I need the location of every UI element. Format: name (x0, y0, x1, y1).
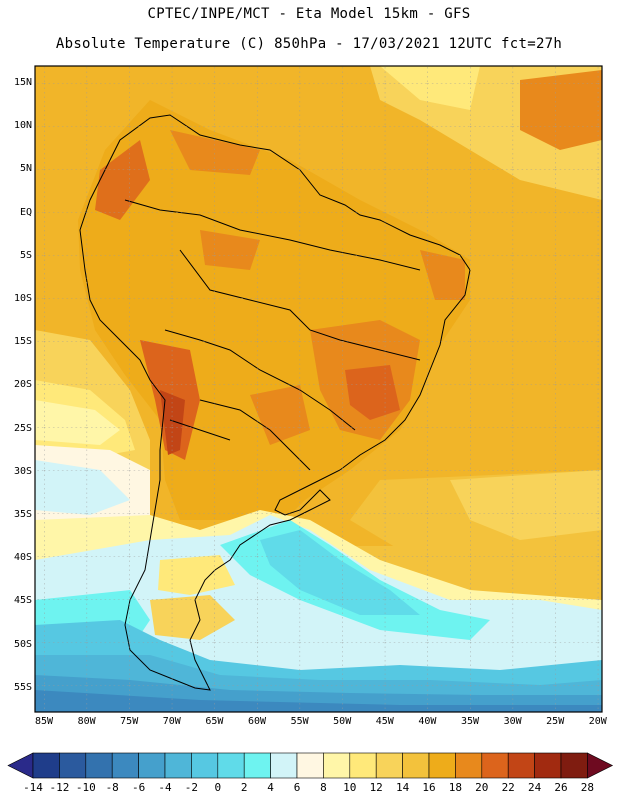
longitude-label: 20W (588, 716, 607, 727)
colorbar-swatch (402, 752, 430, 779)
graticule (35, 66, 602, 712)
colorbar-label: 0 (214, 781, 222, 794)
latitude-label: 40S (13, 552, 32, 564)
colorbar-label: -4 (158, 781, 172, 794)
colorbar-swatch (375, 752, 403, 779)
colorbar-label: -14 (23, 781, 43, 794)
colorbar-swatch (270, 752, 298, 779)
colorbar-label: 24 (527, 781, 542, 794)
longitude-label: 75W (120, 716, 139, 727)
longitude-label: 50W (333, 716, 352, 727)
colorbar-label: 22 (501, 781, 515, 794)
longitude-label: 70W (162, 716, 181, 727)
latitude-label: 5S (19, 249, 32, 261)
colorbar-label: 16 (422, 781, 436, 794)
latitude-label: 25S (13, 422, 32, 434)
colorbar-swatch (217, 752, 245, 779)
colorbar-swatch (560, 752, 588, 779)
colorbar-swatch (243, 752, 271, 779)
colorbar-swatch (507, 752, 535, 779)
latitude-label: 45S (13, 595, 32, 607)
colorbar-swatch (59, 752, 87, 779)
colorbar-label: 2 (240, 781, 248, 794)
longitude-label: 45W (375, 716, 394, 727)
latitude-label: EQ (19, 206, 32, 218)
map-frame (34, 65, 603, 713)
colorbar-label: 20 (475, 781, 489, 794)
colorbar-label: 12 (369, 781, 383, 794)
colorbar-label: -8 (105, 781, 119, 794)
longitude-label: 25W (546, 716, 565, 727)
colorbar-swatch (164, 752, 192, 779)
colorbar-high-cap (587, 752, 614, 779)
latitude-label: 15S (13, 336, 32, 348)
colorbar-swatch (323, 752, 351, 779)
latitude-label: 15N (13, 77, 32, 88)
colorbar-swatch (32, 752, 60, 779)
colorbar-swatch (455, 752, 483, 779)
colorbar-low-cap (7, 752, 34, 779)
colorbar-swatch (296, 752, 324, 779)
longitude-label: 60W (247, 716, 267, 727)
latitude-label: 10S (13, 293, 32, 304)
latitude-label: 5N (19, 163, 32, 175)
colorbar-label: 6 (293, 781, 301, 794)
colorbar-label: 26 (554, 781, 568, 794)
latitude-label: 55S (13, 681, 32, 693)
colorbar-label: -12 (49, 781, 70, 794)
map-subtitle: Absolute Temperature (C) 850hPa - 17/03/… (55, 36, 563, 52)
colorbar-swatch (138, 752, 166, 779)
colorbar-label: 28 (580, 781, 595, 794)
colorbar-label: -2 (184, 781, 199, 794)
colorbar-swatch (85, 752, 113, 779)
colorbar-swatch (191, 752, 219, 779)
colorbar-label: 4 (267, 781, 274, 794)
map-title: CPTEC/INPE/MCT - Eta Model 15km - GFS (147, 6, 471, 22)
colorbar-swatch (534, 752, 562, 779)
longitude-label: 55W (290, 716, 309, 727)
colorbar (7, 752, 614, 779)
longitude-label: 65W (205, 716, 224, 727)
longitude-label: 30W (503, 716, 522, 727)
latitude-label: 10N (13, 120, 32, 132)
colorbar-label: 18 (448, 781, 463, 794)
latitude-label: 30S (13, 465, 32, 477)
latitude-label: 35S (13, 509, 32, 520)
longitude-label: 35W (460, 716, 480, 727)
colorbar-swatch (111, 752, 139, 779)
colorbar-label: 14 (395, 781, 410, 794)
colorbar-swatch (481, 752, 509, 779)
colorbar-swatch (349, 752, 377, 779)
longitude-label: 40W (418, 716, 437, 727)
colorbar-label: -6 (131, 781, 146, 794)
latitude-label: 50S (13, 638, 32, 650)
colorbar-label: 10 (343, 781, 357, 794)
latitude-label: 20S (13, 379, 32, 391)
colorbar-swatch (428, 752, 456, 779)
colorbar-label: -10 (75, 781, 96, 794)
longitude-label: 80W (77, 716, 96, 727)
longitude-label: 85W (34, 716, 54, 727)
colorbar-label: 8 (320, 781, 327, 794)
